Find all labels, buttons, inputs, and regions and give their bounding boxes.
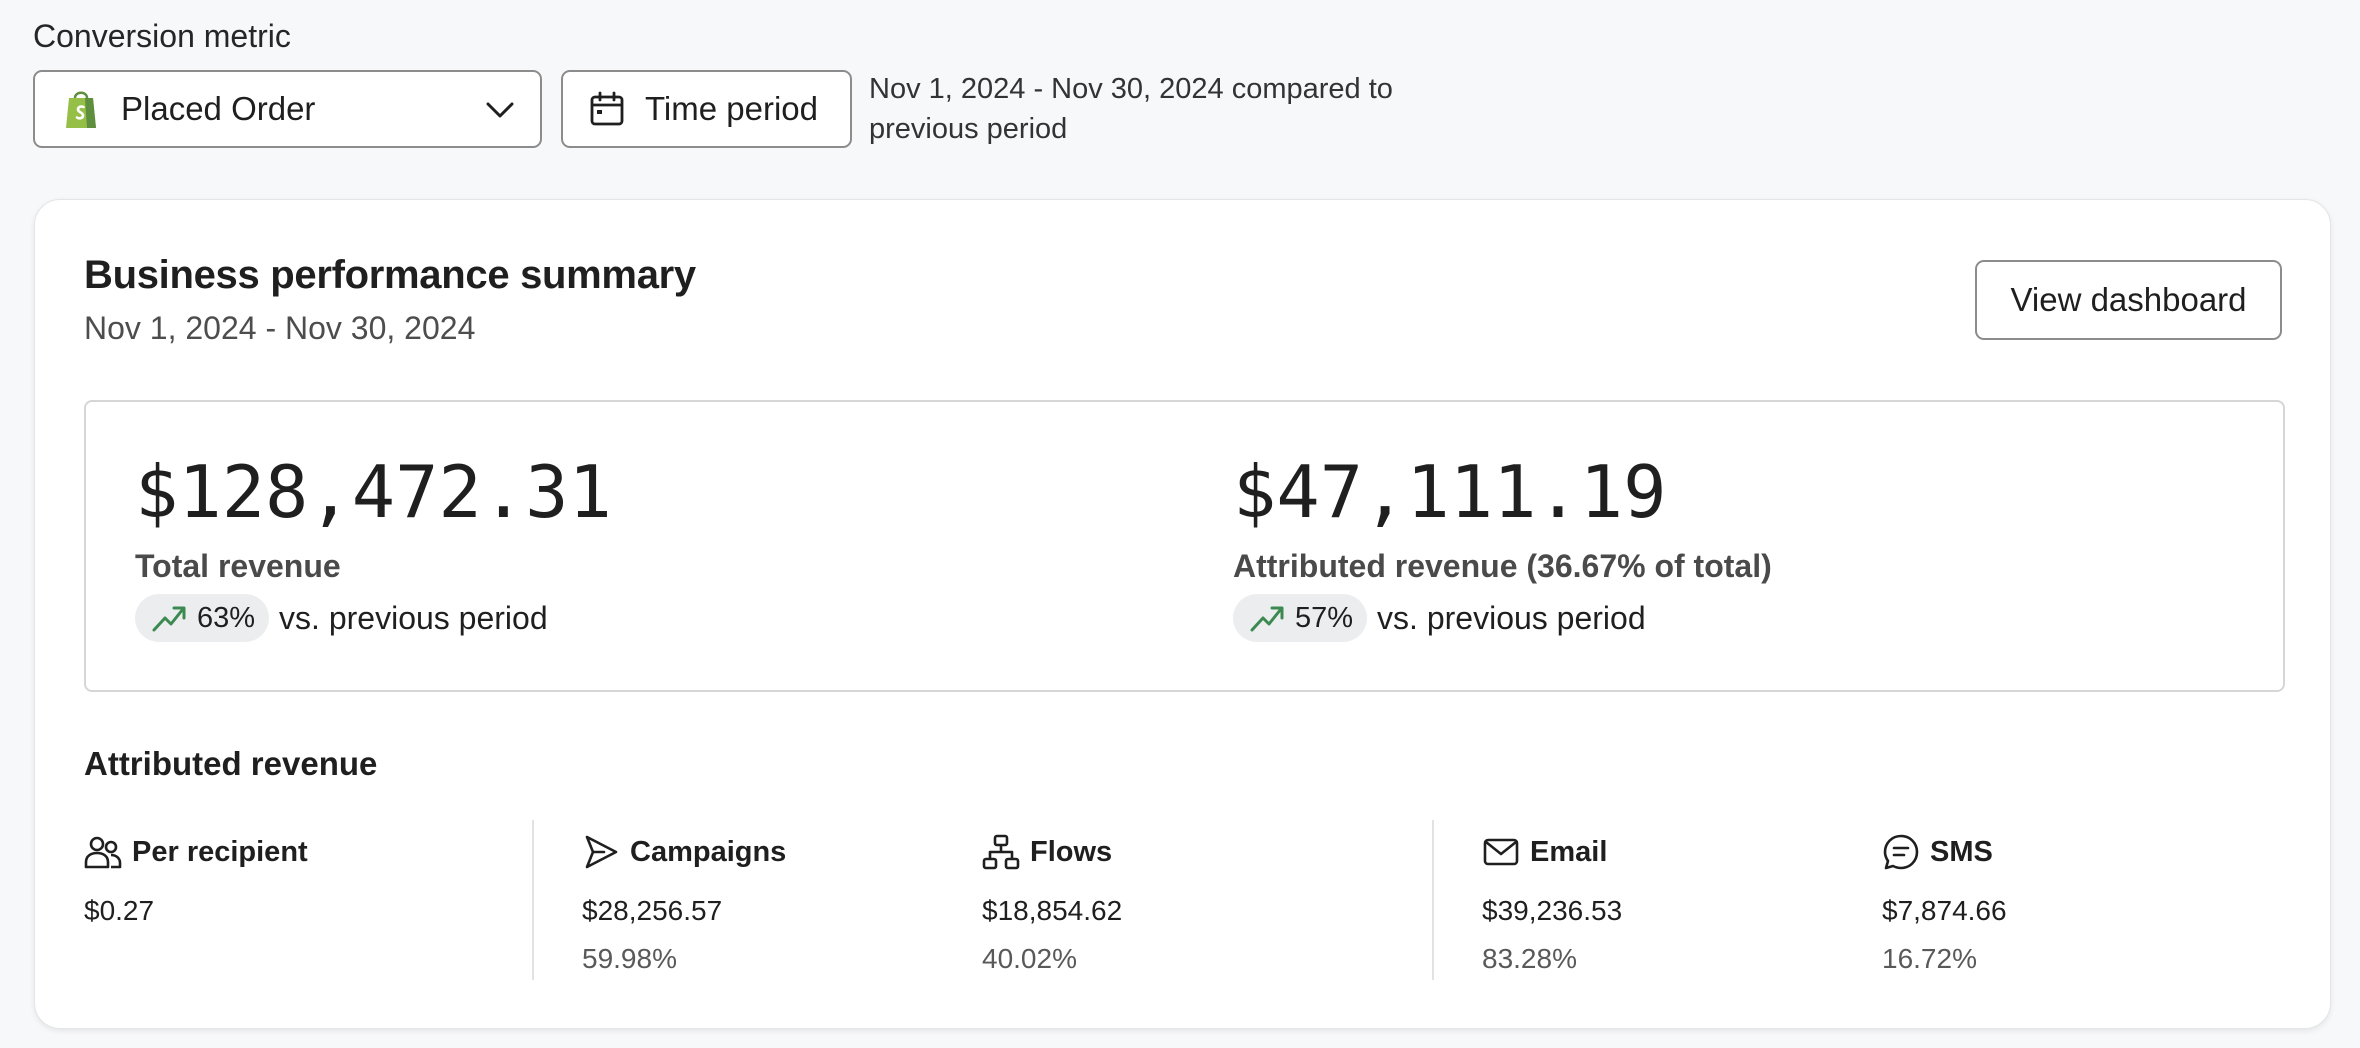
change-badge: 57%: [1233, 594, 1368, 642]
stat-name: Email: [1530, 835, 1608, 868]
stat-percent: 40.02%: [982, 943, 1077, 974]
attributed-revenue-amount: $47,111.19: [1233, 450, 1667, 534]
stat-per-recipient: Per recipient $0.27: [84, 833, 308, 927]
attributed-revenue-heading: Attributed revenue: [84, 745, 378, 782]
comparison-text: vs. previous period: [1377, 599, 1646, 636]
total-revenue-label: Total revenue: [135, 548, 341, 584]
chat-icon: [1882, 833, 1920, 871]
trending-up-icon: [1249, 600, 1285, 636]
mail-icon: [1482, 833, 1520, 871]
revenue-overview: $128,472.31 Total revenue 63% vs. previo…: [84, 400, 2285, 692]
stat-value: $39,236.53: [1482, 895, 1623, 926]
stat-percent: 59.98%: [582, 943, 677, 974]
card-title: Business performance summary: [84, 253, 696, 297]
change-percent: 57%: [1295, 601, 1354, 634]
flow-icon: [982, 833, 1020, 871]
total-revenue-change: 63% vs. previous period: [135, 594, 548, 642]
change-percent: 63%: [197, 601, 256, 634]
conversion-metric-select[interactable]: Placed Order: [33, 70, 542, 148]
stat-flows: Flows $18,854.62 40.02%: [982, 833, 1122, 974]
period-comparison-text: Nov 1, 2024 - Nov 30, 2024 compared to p…: [869, 73, 1393, 145]
card-date-range: Nov 1, 2024 - Nov 30, 2024: [84, 310, 476, 346]
time-period-label: Time period: [645, 90, 819, 127]
stat-email: Email $39,236.53 83.28%: [1482, 833, 1622, 975]
stat-sms: SMS $7,874.66 16.72%: [1882, 833, 2007, 974]
attributed-revenue-label: Attributed revenue (36.67% of total): [1233, 548, 1772, 584]
people-icon: [84, 833, 122, 871]
stat-percent: 16.72%: [1882, 943, 1977, 974]
attributed-revenue-change: 57% vs. previous period: [1233, 594, 1646, 642]
calendar-icon: [589, 91, 625, 127]
divider: [532, 820, 534, 980]
view-dashboard-button[interactable]: View dashboard: [1975, 260, 2282, 340]
chevron-down-icon: [484, 93, 516, 125]
time-period-button[interactable]: Time period: [561, 70, 852, 148]
stat-percent: 83.28%: [1482, 943, 1577, 974]
conversion-metric-label: Conversion metric: [33, 18, 291, 54]
divider: [1432, 820, 1434, 980]
stat-name: Per recipient: [132, 835, 308, 868]
total-revenue-amount: $128,472.31: [135, 450, 612, 534]
stat-value: $18,854.62: [982, 895, 1123, 926]
stat-name: SMS: [1930, 835, 1993, 868]
stat-value: $28,256.57: [582, 895, 723, 926]
send-icon: [582, 833, 620, 871]
change-badge: 63%: [135, 594, 270, 642]
comparison-text: vs. previous period: [279, 599, 548, 636]
stat-value: $7,874.66: [1882, 895, 2007, 926]
selected-metric: Placed Order: [121, 90, 316, 127]
stat-value: $0.27: [84, 895, 155, 926]
business-performance-card: Business performance summary Nov 1, 2024…: [34, 199, 2331, 1029]
stat-name: Flows: [1030, 835, 1113, 868]
stat-name: Campaigns: [630, 835, 787, 868]
trending-up-icon: [151, 600, 187, 636]
stat-campaigns: Campaigns $28,256.57 59.98%: [582, 833, 787, 975]
shopify-bag-icon: [63, 88, 99, 130]
